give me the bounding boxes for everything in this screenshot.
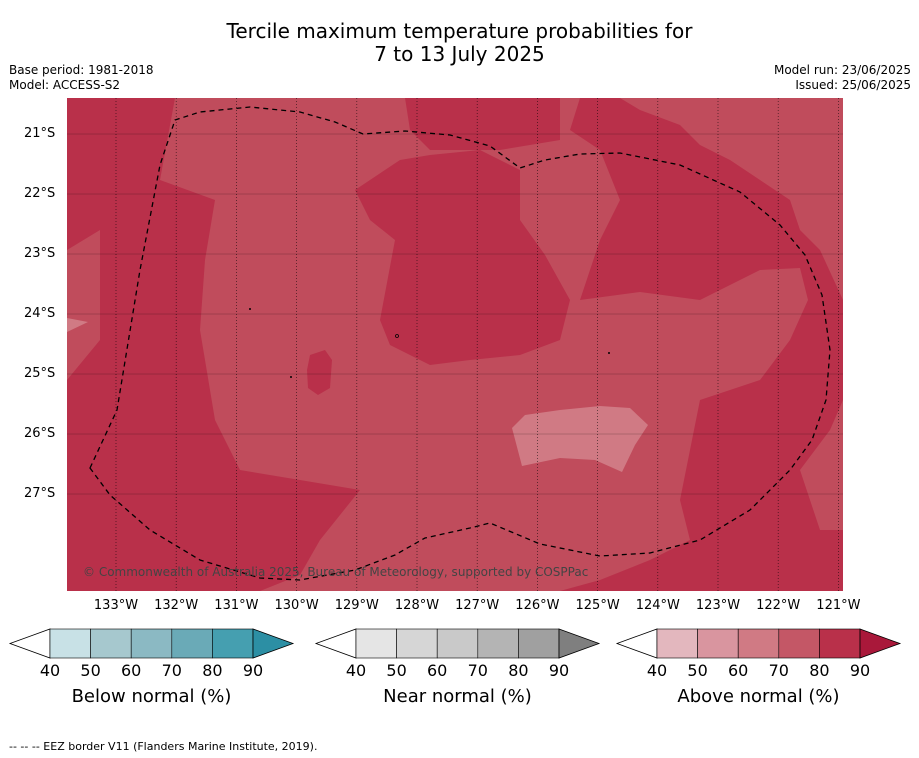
longitude-label: 129°W: [334, 598, 379, 613]
colorbar-segment: [130, 628, 173, 659]
colorbar-extend-low: [8, 628, 51, 659]
colorbar-segment: [355, 628, 397, 659]
region-80-90-east: [560, 98, 843, 591]
colorbar-tick-label: 60: [728, 661, 749, 680]
longitude-label: 126°W: [515, 598, 560, 613]
longitude-label: 122°W: [756, 598, 801, 613]
colorbar-tick-label: 50: [687, 661, 708, 680]
region-80-90-north: [405, 98, 560, 150]
region-80-90-west: [67, 98, 360, 591]
map-area: [67, 98, 843, 591]
model-name: Model: ACCESS-S2: [9, 78, 121, 92]
meta-right: Model run: 23/06/2025 Issued: 25/06/2025: [774, 63, 911, 93]
colorbar-tick-label: 70: [161, 661, 182, 680]
colorbar-segment: [212, 628, 254, 659]
longitude-label: 127°W: [455, 598, 500, 613]
colorbar-segment: [436, 628, 479, 659]
probability-map: [67, 98, 843, 591]
colorbar-segment: [90, 628, 132, 659]
colorbar-extend-high: [558, 628, 601, 659]
longitude-label: 128°W: [394, 598, 440, 613]
colorbar-tick-label: 90: [548, 661, 570, 680]
issued-date: Issued: 25/06/2025: [795, 78, 911, 92]
eez-legend-footer: -- -- -- EEZ border V11 (Flanders Marine…: [9, 740, 318, 753]
colorbar-tick-label: 40: [345, 661, 367, 680]
colorbar-title: Above normal (%): [677, 686, 840, 707]
meta-left: Base period: 1981-2018 Model: ACCESS-S2: [9, 63, 154, 93]
latitude-label: 26°S: [24, 426, 56, 441]
colorbar-segment: [656, 628, 698, 659]
latitude-label: 25°S: [24, 366, 56, 381]
colorbar-segment: [778, 628, 820, 659]
copyright-text: © Commonwealth of Australia 2025, Bureau…: [83, 565, 589, 579]
colorbar-segment: [737, 628, 780, 659]
latitude-label: 24°S: [24, 306, 56, 321]
island-mark: [608, 352, 610, 354]
title-line-2: 7 to 13 July 2025: [374, 42, 545, 66]
longitude-label: 132°W: [154, 598, 199, 613]
colorbar-tick-label: 60: [121, 661, 142, 680]
region-80-90-islet: [307, 350, 332, 395]
colorbar-tick-label: 80: [508, 661, 529, 680]
colorbar-title: Near normal (%): [383, 686, 532, 707]
colorbar-segment: [477, 628, 519, 659]
colorbar-tick-label: 70: [467, 661, 488, 680]
island-mark: [290, 376, 292, 378]
colorbar-tick-label: 40: [646, 661, 668, 680]
colorbar-extend-low: [314, 628, 357, 659]
longitude-label: 125°W: [575, 598, 620, 613]
graticule: [67, 98, 843, 591]
colorbar-tick-label: 80: [202, 661, 223, 680]
colorbar-segment: [697, 628, 739, 659]
latitude-label: 23°S: [24, 246, 56, 261]
colorbar-tick-label: 90: [242, 661, 264, 680]
colorbar-tick-label: 60: [427, 661, 448, 680]
latitude-label: 27°S: [24, 486, 56, 501]
colorbar-segment: [396, 628, 438, 659]
latitude-label: 22°S: [24, 186, 56, 201]
longitude-label: 133°W: [93, 598, 139, 613]
eez-border: [89, 106, 831, 581]
colorbar-tick-label: 50: [80, 661, 101, 680]
colorbar-tick-label: 90: [849, 661, 871, 680]
colorbars: [8, 628, 902, 659]
colorbar-title: Below normal (%): [71, 686, 232, 707]
island-mark: [249, 308, 251, 310]
base-period: Base period: 1981-2018: [9, 63, 154, 77]
colorbar-tick-label: 70: [768, 661, 789, 680]
colorbar-segment: [518, 628, 560, 659]
colorbar-extend-low: [615, 628, 658, 659]
colorbar-extend-high: [252, 628, 295, 659]
region-60-70: [512, 406, 648, 472]
colorbar-tick-label: 50: [386, 661, 407, 680]
colorbar-extend-high: [859, 628, 902, 659]
colorbar-segment: [819, 628, 861, 659]
longitude-label: 124°W: [635, 598, 680, 613]
island-mark: [395, 334, 399, 338]
region-80-90-central: [355, 150, 570, 365]
colorbar-tick-label: 80: [809, 661, 830, 680]
title-line-1: Tercile maximum temperature probabilitie…: [226, 19, 693, 43]
colorbar-segment: [49, 628, 91, 659]
latitude-label: 21°S: [24, 126, 56, 141]
longitude-label: 130°W: [274, 598, 319, 613]
longitude-label: 123°W: [695, 598, 741, 613]
longitude-label: 121°W: [816, 598, 861, 613]
region-60-70-edge: [67, 318, 88, 332]
longitude-label: 131°W: [214, 598, 259, 613]
model-run: Model run: 23/06/2025: [773, 63, 911, 77]
map-title: Tercile maximum temperature probabilitie…: [0, 20, 919, 66]
colorbar-tick-label: 40: [39, 661, 61, 680]
colorbar-segment: [171, 628, 213, 659]
